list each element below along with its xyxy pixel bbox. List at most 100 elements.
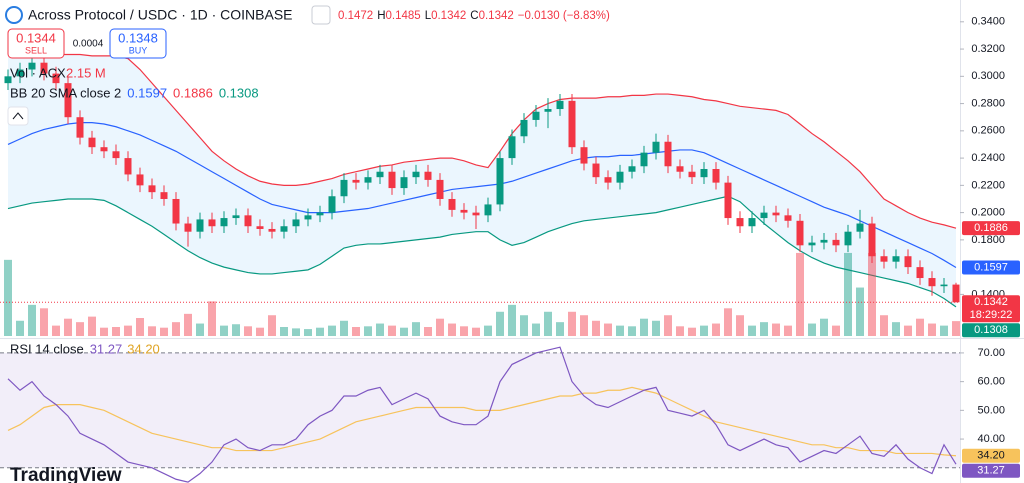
ohlc-text: −0.0130 (−8.83%) bbox=[518, 10, 610, 22]
candle-body bbox=[832, 239, 840, 246]
volume-bar bbox=[40, 308, 48, 336]
price-tag bbox=[962, 463, 1020, 478]
bb-lower bbox=[7, 195, 957, 308]
candle-body bbox=[376, 171, 384, 178]
candle-body bbox=[808, 242, 816, 246]
candle-body bbox=[892, 256, 900, 262]
candle-body bbox=[412, 171, 420, 178]
candle-body bbox=[184, 223, 192, 232]
y-tick-label: 40.00 bbox=[977, 433, 1005, 445]
volume-bar bbox=[784, 325, 792, 336]
buy-button[interactable] bbox=[109, 28, 167, 59]
menu-button[interactable] bbox=[311, 5, 331, 25]
rsi-legend: RSI 14 close bbox=[10, 341, 84, 356]
candle-body bbox=[340, 179, 348, 197]
candle-body bbox=[868, 223, 876, 257]
volume-bar bbox=[412, 322, 420, 336]
candle-body bbox=[4, 76, 12, 84]
volume-bar bbox=[232, 324, 240, 336]
volume-bar bbox=[424, 327, 432, 336]
candle-body bbox=[760, 212, 768, 219]
volume-bar bbox=[652, 320, 660, 336]
volume-bar bbox=[184, 313, 192, 336]
volume-bar bbox=[352, 327, 360, 336]
volume-bar bbox=[208, 301, 216, 336]
collapse-button[interactable] bbox=[7, 106, 29, 126]
volume-bar bbox=[4, 259, 12, 336]
symbol-logo bbox=[5, 6, 23, 24]
candle-body bbox=[388, 171, 396, 189]
candle-body bbox=[424, 171, 432, 180]
volume-bar bbox=[328, 325, 336, 336]
volume-bar bbox=[676, 326, 684, 336]
price-tag-label: 0.1308 bbox=[974, 324, 1008, 336]
volume-bar bbox=[472, 327, 480, 336]
collapse-icon bbox=[12, 112, 24, 120]
volume-bar bbox=[64, 318, 72, 336]
volume-bar bbox=[904, 325, 912, 336]
volume-bar bbox=[796, 252, 804, 336]
ohlc-text: 0.1472 bbox=[338, 10, 373, 22]
volume-bar bbox=[520, 315, 528, 336]
price-tag-label: 0.1342 bbox=[974, 296, 1008, 308]
volume-bar bbox=[844, 252, 852, 336]
candle-body bbox=[52, 73, 60, 84]
volume-bar bbox=[28, 304, 36, 336]
volume-bar bbox=[712, 323, 720, 336]
spread: 0.0004 bbox=[73, 39, 104, 50]
volume-bar bbox=[868, 252, 876, 336]
candle-body bbox=[940, 284, 948, 287]
price-tag bbox=[962, 221, 1020, 236]
y-tick-label: 0.2400 bbox=[971, 152, 1005, 164]
candle-body bbox=[568, 100, 576, 148]
candle-body bbox=[64, 83, 72, 118]
volume-bar bbox=[892, 322, 900, 336]
volume-bar bbox=[820, 318, 828, 336]
volume-bar bbox=[952, 321, 960, 336]
buy-label: BUY bbox=[129, 45, 148, 55]
volume-bar bbox=[808, 323, 816, 336]
candle-body bbox=[508, 136, 516, 159]
volume-bar bbox=[832, 325, 840, 336]
candle-body bbox=[604, 177, 612, 183]
rsi-line bbox=[7, 346, 957, 483]
candle-body bbox=[736, 218, 744, 227]
volume-bar bbox=[52, 325, 60, 336]
candle-body bbox=[796, 220, 804, 246]
volume-bar bbox=[880, 315, 888, 336]
candle-body bbox=[820, 239, 828, 243]
bb-upper-value: 0.1886 bbox=[173, 85, 213, 100]
candle-body bbox=[520, 119, 528, 137]
volume-bar bbox=[88, 316, 96, 336]
candle-body bbox=[580, 147, 588, 164]
ohlc-text: 0.1342 bbox=[479, 10, 514, 22]
volume-bar bbox=[280, 327, 288, 336]
candle-body bbox=[328, 196, 336, 213]
volume-bar bbox=[616, 325, 624, 336]
candle-body bbox=[88, 137, 96, 148]
sell-button[interactable] bbox=[7, 28, 65, 59]
candle-body bbox=[556, 100, 564, 110]
volume-bar bbox=[16, 320, 24, 336]
volume-bar bbox=[436, 318, 444, 336]
candle-body bbox=[928, 278, 936, 287]
volume-bar bbox=[640, 318, 648, 336]
ohlc-text: 0.1342 bbox=[431, 10, 466, 22]
candle-body bbox=[700, 169, 708, 178]
bb-lower-value: 0.1308 bbox=[219, 85, 259, 100]
candle-body bbox=[484, 204, 492, 216]
price-tag-label: 34.20 bbox=[977, 450, 1005, 462]
price-tag bbox=[962, 260, 1020, 275]
price-tag-label: 31.27 bbox=[977, 465, 1005, 477]
y-tick-label: 0.3200 bbox=[971, 43, 1005, 55]
candle-body bbox=[856, 223, 864, 232]
bb-fill bbox=[8, 51, 956, 307]
candle-body bbox=[304, 215, 312, 220]
volume-bar bbox=[268, 315, 276, 336]
candle-body bbox=[40, 62, 48, 74]
volume-bar bbox=[196, 323, 204, 336]
candle-body bbox=[784, 215, 792, 221]
rsi-ma-value: 34.20 bbox=[127, 341, 160, 356]
